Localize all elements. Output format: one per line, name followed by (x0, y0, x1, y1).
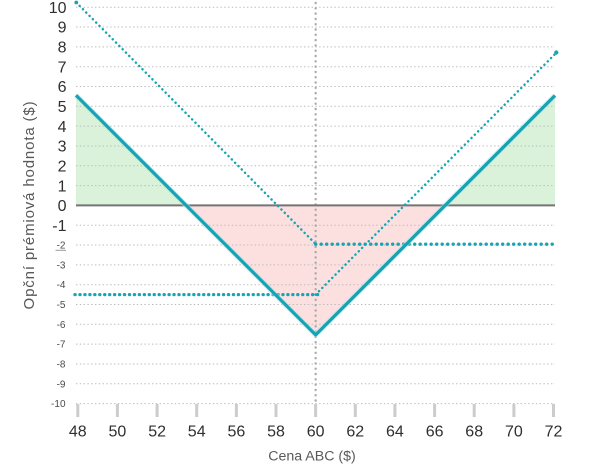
svg-text:10: 10 (49, 0, 67, 17)
svg-text:6: 6 (58, 79, 67, 96)
svg-text:-1: -1 (52, 218, 66, 235)
svg-text:-6: -6 (57, 320, 66, 331)
svg-text:-2: -2 (57, 241, 66, 252)
svg-text:8: 8 (58, 40, 67, 57)
svg-text:48: 48 (69, 424, 87, 441)
svg-text:52: 52 (148, 424, 166, 441)
svg-text:5: 5 (58, 99, 67, 116)
svg-text:Cena ABC ($): Cena ABC ($) (268, 448, 356, 464)
svg-text:72: 72 (545, 424, 563, 441)
svg-text:68: 68 (465, 424, 483, 441)
svg-text:4: 4 (58, 119, 67, 136)
svg-text:-9: -9 (57, 379, 66, 390)
svg-text:-3: -3 (57, 260, 66, 271)
svg-text:3: 3 (58, 139, 67, 156)
svg-text:58: 58 (267, 424, 285, 441)
svg-text:-8: -8 (57, 360, 66, 371)
svg-text:-4: -4 (57, 280, 66, 291)
svg-text:9: 9 (58, 20, 67, 37)
svg-text:0: 0 (58, 198, 67, 215)
svg-text:56: 56 (228, 424, 246, 441)
svg-text:-5: -5 (57, 300, 66, 311)
svg-text:54: 54 (188, 424, 206, 441)
svg-text:62: 62 (346, 424, 364, 441)
svg-text:60: 60 (307, 424, 325, 441)
svg-text:66: 66 (426, 424, 444, 441)
svg-text:-7: -7 (57, 340, 66, 351)
svg-text:1: 1 (58, 178, 67, 195)
svg-text:50: 50 (109, 424, 127, 441)
svg-text:-10: -10 (51, 399, 66, 410)
svg-text:Opční prémiová hodnota ($): Opční prémiová hodnota ($) (21, 101, 38, 310)
svg-text:70: 70 (505, 424, 523, 441)
svg-text:7: 7 (58, 59, 67, 76)
svg-text:64: 64 (386, 424, 404, 441)
svg-text:2: 2 (58, 159, 67, 176)
